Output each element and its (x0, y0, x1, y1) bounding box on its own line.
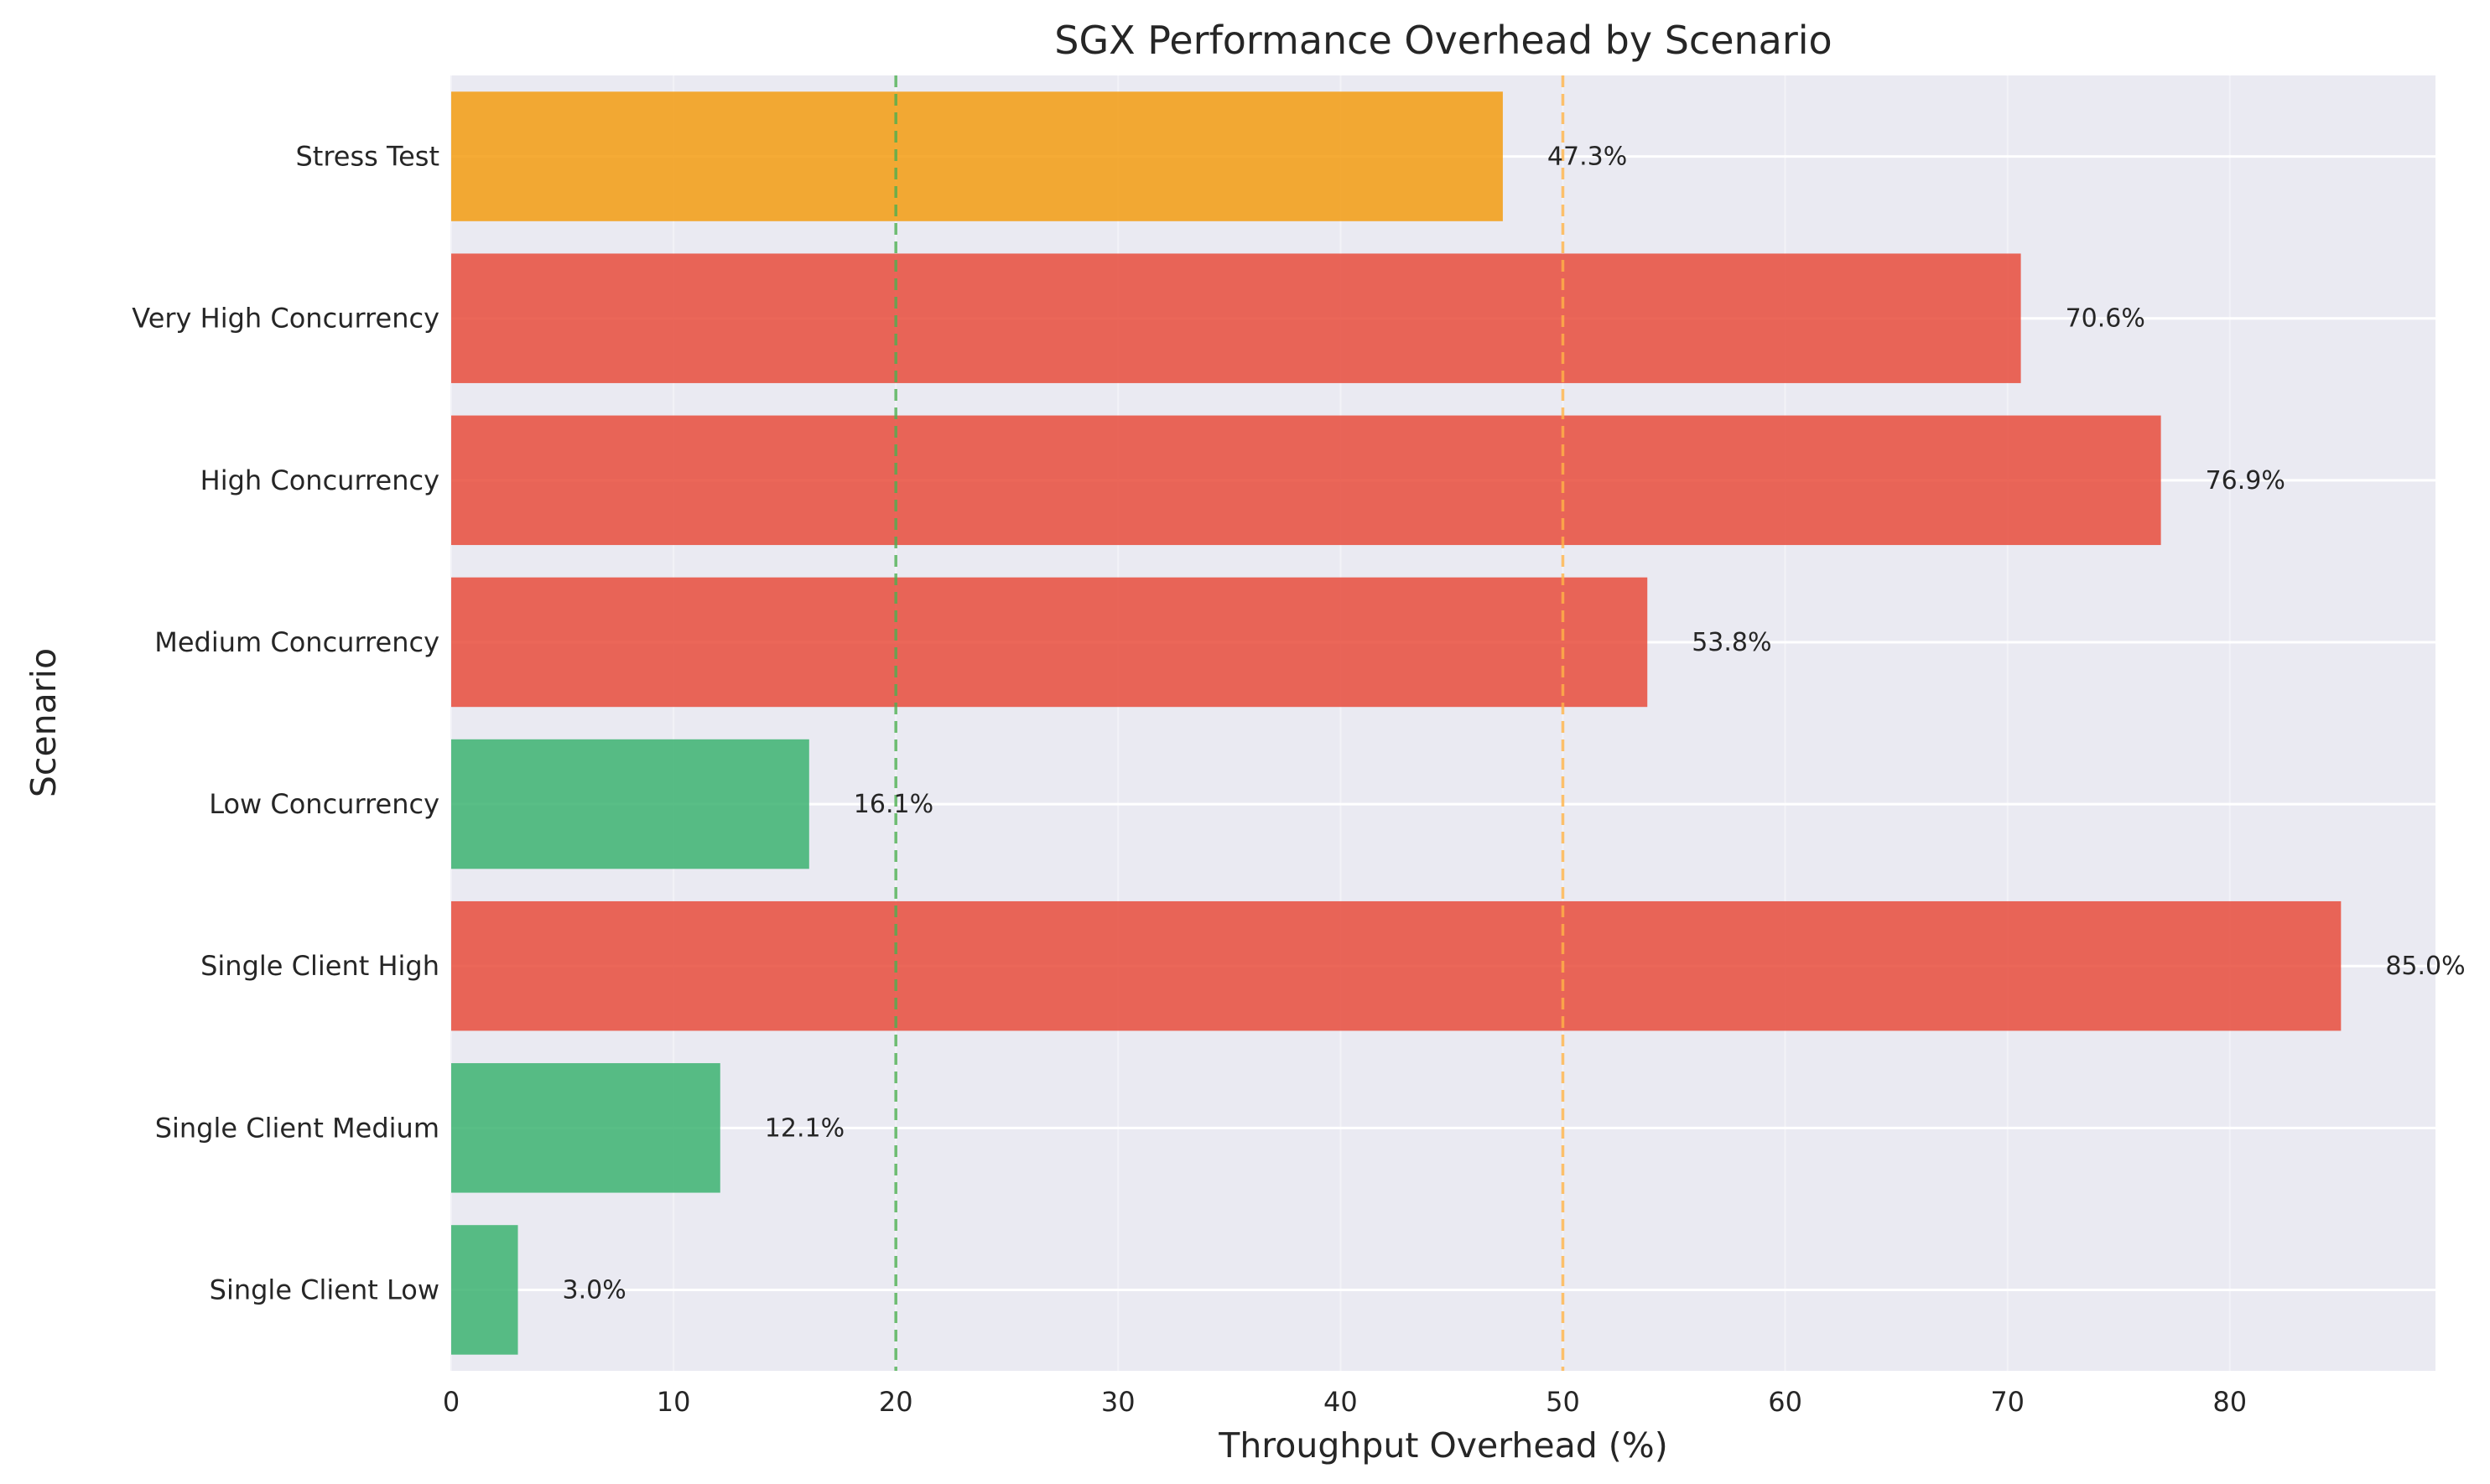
x-tick-label: 20 (879, 1386, 913, 1418)
x-axis-label: Throughput Overhead (%) (1218, 1425, 1667, 1466)
y-axis-label: Scenario (23, 648, 64, 797)
data-label: 47.3% (1547, 143, 1627, 172)
bars (451, 91, 2342, 1355)
data-label: 12.1% (765, 1113, 845, 1143)
y-tick-labels: Single Client Low Single Client Medium Sin… (132, 141, 439, 1306)
bar (451, 253, 2021, 383)
reference-lines (894, 75, 1565, 1371)
y-tick-label: Very High Concurrency (132, 303, 439, 335)
x-tick-label: 10 (657, 1386, 691, 1418)
x-tick-labels: 0 10 20 30 40 50 60 70 80 (443, 1386, 2247, 1418)
y-tick-label: Single Client Medium (155, 1112, 439, 1144)
data-label: 53.8% (1692, 628, 1771, 657)
x-tick-label: 0 (443, 1386, 460, 1418)
bar (451, 91, 1503, 221)
y-tick-label: Medium Concurrency (154, 626, 439, 658)
x-tick-label: 70 (1990, 1386, 2025, 1418)
y-tick-label: Low Concurrency (209, 788, 439, 820)
x-tick-label: 60 (1768, 1386, 1802, 1418)
x-tick-label: 40 (1323, 1386, 1358, 1418)
x-tick-label: 50 (1546, 1386, 1580, 1418)
chart-title: SGX Performance Overhead by Scenario (1054, 18, 1832, 63)
bar (451, 900, 2342, 1031)
x-tick-label: 80 (2212, 1386, 2247, 1418)
bar (451, 739, 809, 869)
x-tick-label: 30 (1101, 1386, 1136, 1418)
data-label: 85.0% (2385, 952, 2465, 981)
y-tick-label: Single Client High (200, 950, 439, 982)
data-label: 70.6% (2066, 304, 2145, 334)
data-label: 16.1% (854, 790, 933, 819)
y-tick-label: Stress Test (295, 141, 439, 173)
y-tick-label: Single Client Low (210, 1274, 439, 1305)
bar (451, 577, 1648, 708)
bar (451, 415, 2161, 546)
y-tick-label: High Concurrency (200, 464, 439, 496)
bar (451, 1063, 720, 1193)
data-label: 3.0% (563, 1275, 626, 1305)
data-labels: 3.0% 12.1% 85.0% 16.1% 53.8% 76.9% 70.6% 47.3% (563, 143, 2466, 1305)
bar (451, 1225, 518, 1355)
data-label: 76.9% (2206, 466, 2285, 496)
